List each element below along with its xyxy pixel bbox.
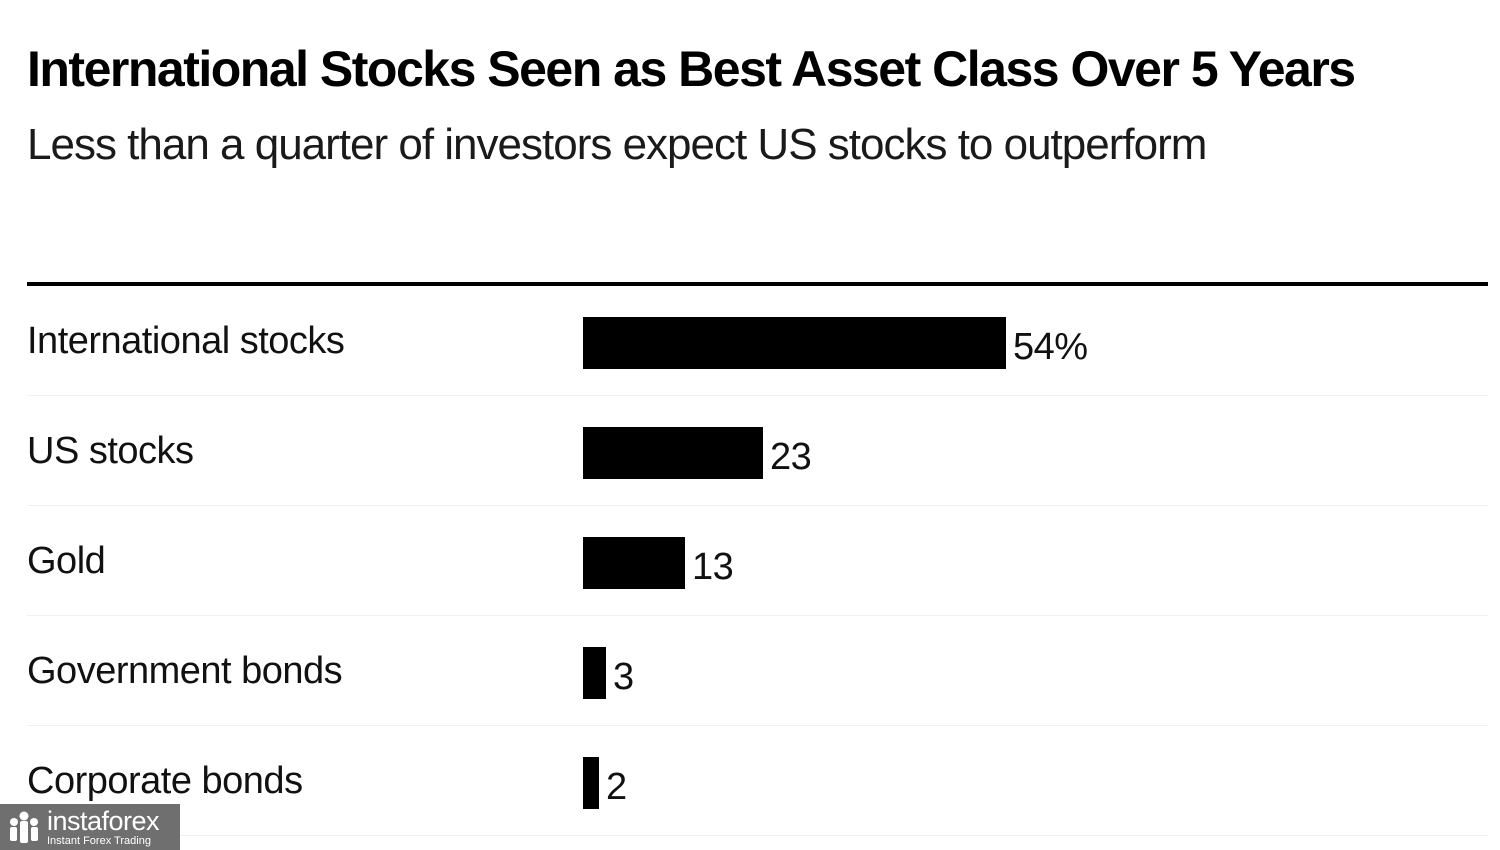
bar-chart: International stocks 54% US stocks 23 Gold 13… — [0, 286, 1500, 850]
category-label: Government bonds — [27, 650, 343, 692]
value-label: 3 — [613, 656, 634, 698]
value-label: 13 — [692, 546, 734, 588]
bar — [583, 427, 763, 479]
bar-row: US stocks 23 — [0, 396, 1500, 506]
row-separator — [27, 725, 1488, 726]
row-separator — [27, 505, 1488, 506]
category-label: International stocks — [27, 320, 345, 362]
bar — [583, 317, 1006, 369]
top-rule — [27, 282, 1488, 286]
bar — [583, 757, 599, 809]
value-label: 2 — [606, 766, 627, 808]
chart-title: International Stocks Seen as Best Asset … — [27, 41, 1356, 97]
bar-row: Corporate bonds 2 — [0, 726, 1500, 836]
chart-subtitle: Less than a quarter of investors expect … — [27, 120, 1207, 169]
row-separator — [27, 615, 1488, 616]
bar — [583, 537, 685, 589]
bar-row: International stocks 54% — [0, 286, 1500, 396]
bar-row: Gold 13 — [0, 506, 1500, 616]
watermark-tagline: Instant Forex Trading — [47, 834, 151, 847]
instaforex-logo-icon — [10, 811, 38, 843]
instaforex-watermark: instaforex Instant Forex Trading — [0, 804, 180, 850]
category-label: Corporate bonds — [27, 760, 303, 802]
row-separator — [27, 835, 1488, 836]
bar-row: Government bonds 3 — [0, 616, 1500, 726]
category-label: Gold — [27, 540, 106, 582]
watermark-name: instaforex — [47, 805, 160, 836]
row-separator — [27, 395, 1488, 396]
value-label: 23 — [770, 436, 812, 478]
bar — [583, 647, 606, 699]
value-label: 54% — [1013, 326, 1088, 368]
category-label: US stocks — [27, 430, 194, 472]
